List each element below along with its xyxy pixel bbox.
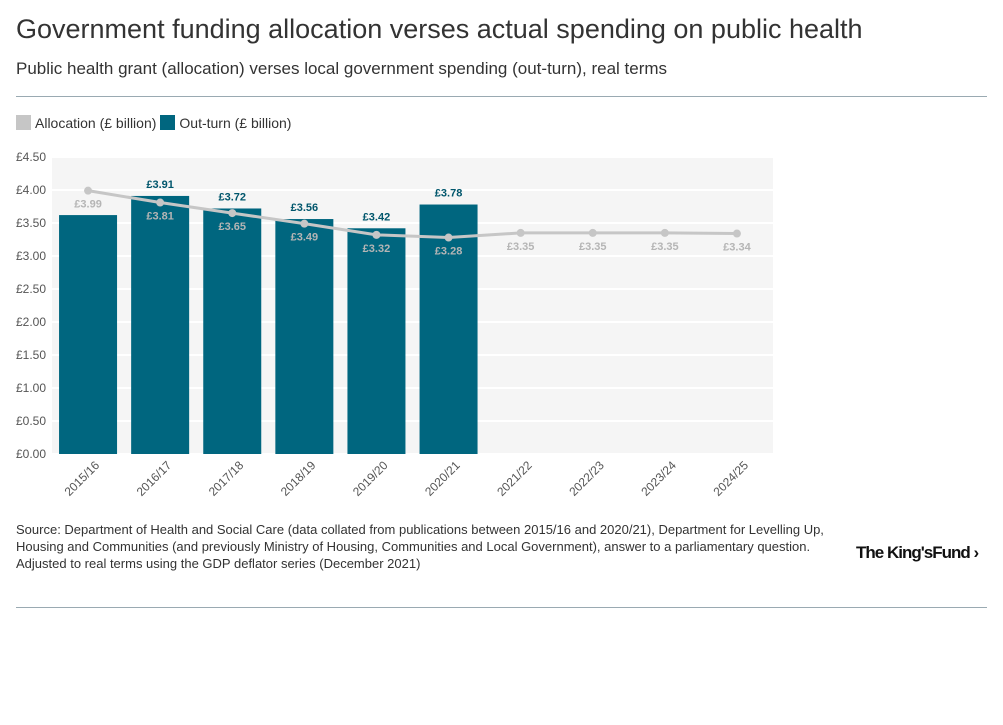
x-tick-label: 2021/22: [494, 458, 535, 499]
y-tick-label: £3.50: [16, 216, 46, 230]
line-data-label: £3.28: [435, 246, 463, 258]
y-tick-label: £0.50: [16, 414, 46, 428]
line-data-label: £3.81: [146, 211, 174, 223]
allocation-point: [372, 230, 381, 239]
legend-swatch: [16, 115, 31, 130]
allocation-point: [156, 198, 165, 207]
allocation-point: [300, 219, 309, 228]
y-tick-label: £0.00: [16, 447, 46, 461]
x-tick-label: 2016/17: [134, 458, 175, 499]
bar-data-label: £3.91: [146, 179, 174, 191]
bar-outturn: [419, 204, 478, 454]
x-tick-label: 2015/16: [62, 458, 103, 499]
allocation-point: [660, 228, 669, 237]
allocation-point: [228, 209, 237, 218]
y-tick-label: £4.50: [16, 150, 46, 164]
y-tick-label: £4.00: [16, 183, 46, 197]
legend-item-allocation[interactable]: Allocation (£ billion): [16, 115, 156, 131]
legend-label: Allocation (£ billion): [35, 115, 157, 131]
line-data-label: £3.34: [723, 242, 751, 254]
allocation-point: [444, 233, 453, 242]
allocation-point: [732, 229, 741, 238]
bar-outturn: [347, 228, 406, 454]
bar-outturn: [59, 215, 118, 454]
legend-swatch: [160, 115, 176, 130]
allocation-line: [87, 189, 737, 240]
legend: Allocation (£ billion) Out-turn (£ billi…: [16, 115, 291, 131]
bar-data-label: £3.78: [435, 188, 463, 200]
bar-data-label: £3.56: [291, 202, 319, 214]
divider: [16, 96, 987, 97]
legend-item-outturn[interactable]: Out-turn (£ billion): [160, 115, 291, 131]
y-tick-label: £2.50: [16, 282, 46, 296]
line-data-label: £3.35: [651, 241, 679, 253]
x-tick-label: 2020/21: [422, 458, 463, 499]
chart-title: Government funding allocation verses act…: [16, 14, 863, 44]
x-tick-label: 2018/19: [278, 458, 319, 499]
source-note: Source: Department of Health and Social …: [16, 521, 836, 572]
allocation-point: [516, 228, 525, 237]
bar-outturn: [131, 195, 190, 454]
bar-data-label: £3.72: [218, 191, 246, 203]
x-tick-label: 2017/18: [206, 458, 247, 499]
kings-fund-logo: The King'sFund ›: [856, 543, 979, 562]
line-data-label: £3.35: [579, 241, 607, 253]
y-tick-label: £3.00: [16, 249, 46, 263]
line-data-label: £3.49: [291, 232, 319, 244]
chart-subtitle: Public health grant (allocation) verses …: [16, 59, 668, 78]
x-tick-label: 2024/25: [710, 458, 751, 499]
line-data-label: £3.65: [218, 221, 246, 233]
line-data-label: £3.99: [74, 199, 102, 211]
allocation-point: [588, 228, 597, 237]
source-text: Source: Department of Health and Social …: [16, 522, 824, 554]
y-tick-label: £1.50: [16, 348, 46, 362]
y-tick-label: £2.00: [16, 315, 46, 329]
line-data-label: £3.32: [363, 243, 391, 255]
x-tick-label: 2023/24: [638, 458, 679, 499]
x-tick-label: 2019/20: [350, 458, 391, 499]
bar-outturn: [203, 208, 262, 454]
chart: £0.00 £0.50 £1.00 £1.50 £2.00 £2.50 £3.00 £3.50…: [16, 150, 773, 499]
legend-label: Out-turn (£ billion): [179, 115, 292, 131]
divider: [16, 607, 987, 608]
adjustment-note: Adjusted to real terms using the GDP def…: [16, 556, 421, 571]
y-tick-label: £1.00: [16, 381, 46, 395]
line-data-label: £3.35: [507, 241, 535, 253]
bar-data-label: £3.42: [363, 211, 391, 223]
allocation-point: [84, 186, 93, 195]
bar-outturn: [275, 219, 334, 454]
x-tick-label: 2022/23: [566, 458, 607, 499]
